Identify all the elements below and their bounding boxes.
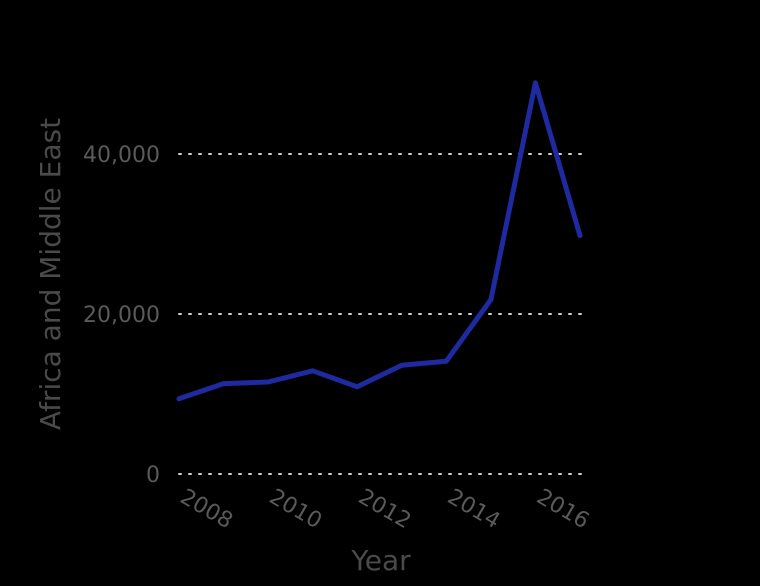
series-lines	[176, 80, 583, 402]
x-tick-label: 2010	[265, 485, 326, 535]
y-tick-label: 40,000	[83, 143, 160, 168]
x-tick-label: 2016	[532, 485, 593, 535]
x-tick-label: 2012	[354, 485, 415, 535]
x-axis-title: Year	[350, 544, 411, 577]
y-tick-label: 0	[146, 463, 160, 488]
x-tick-label: 2014	[443, 485, 504, 535]
gridlines	[178, 153, 583, 475]
y-axis-title: Africa and Middle East	[34, 118, 67, 430]
x-tick-label: 2008	[176, 485, 237, 535]
series-line-0	[176, 80, 583, 402]
x-tick-labels: 2008 2010 2012 2014 2016	[176, 485, 593, 535]
y-tick-label: 20,000	[83, 303, 160, 328]
y-tick-labels: 0 20,000 40,000	[83, 143, 160, 488]
